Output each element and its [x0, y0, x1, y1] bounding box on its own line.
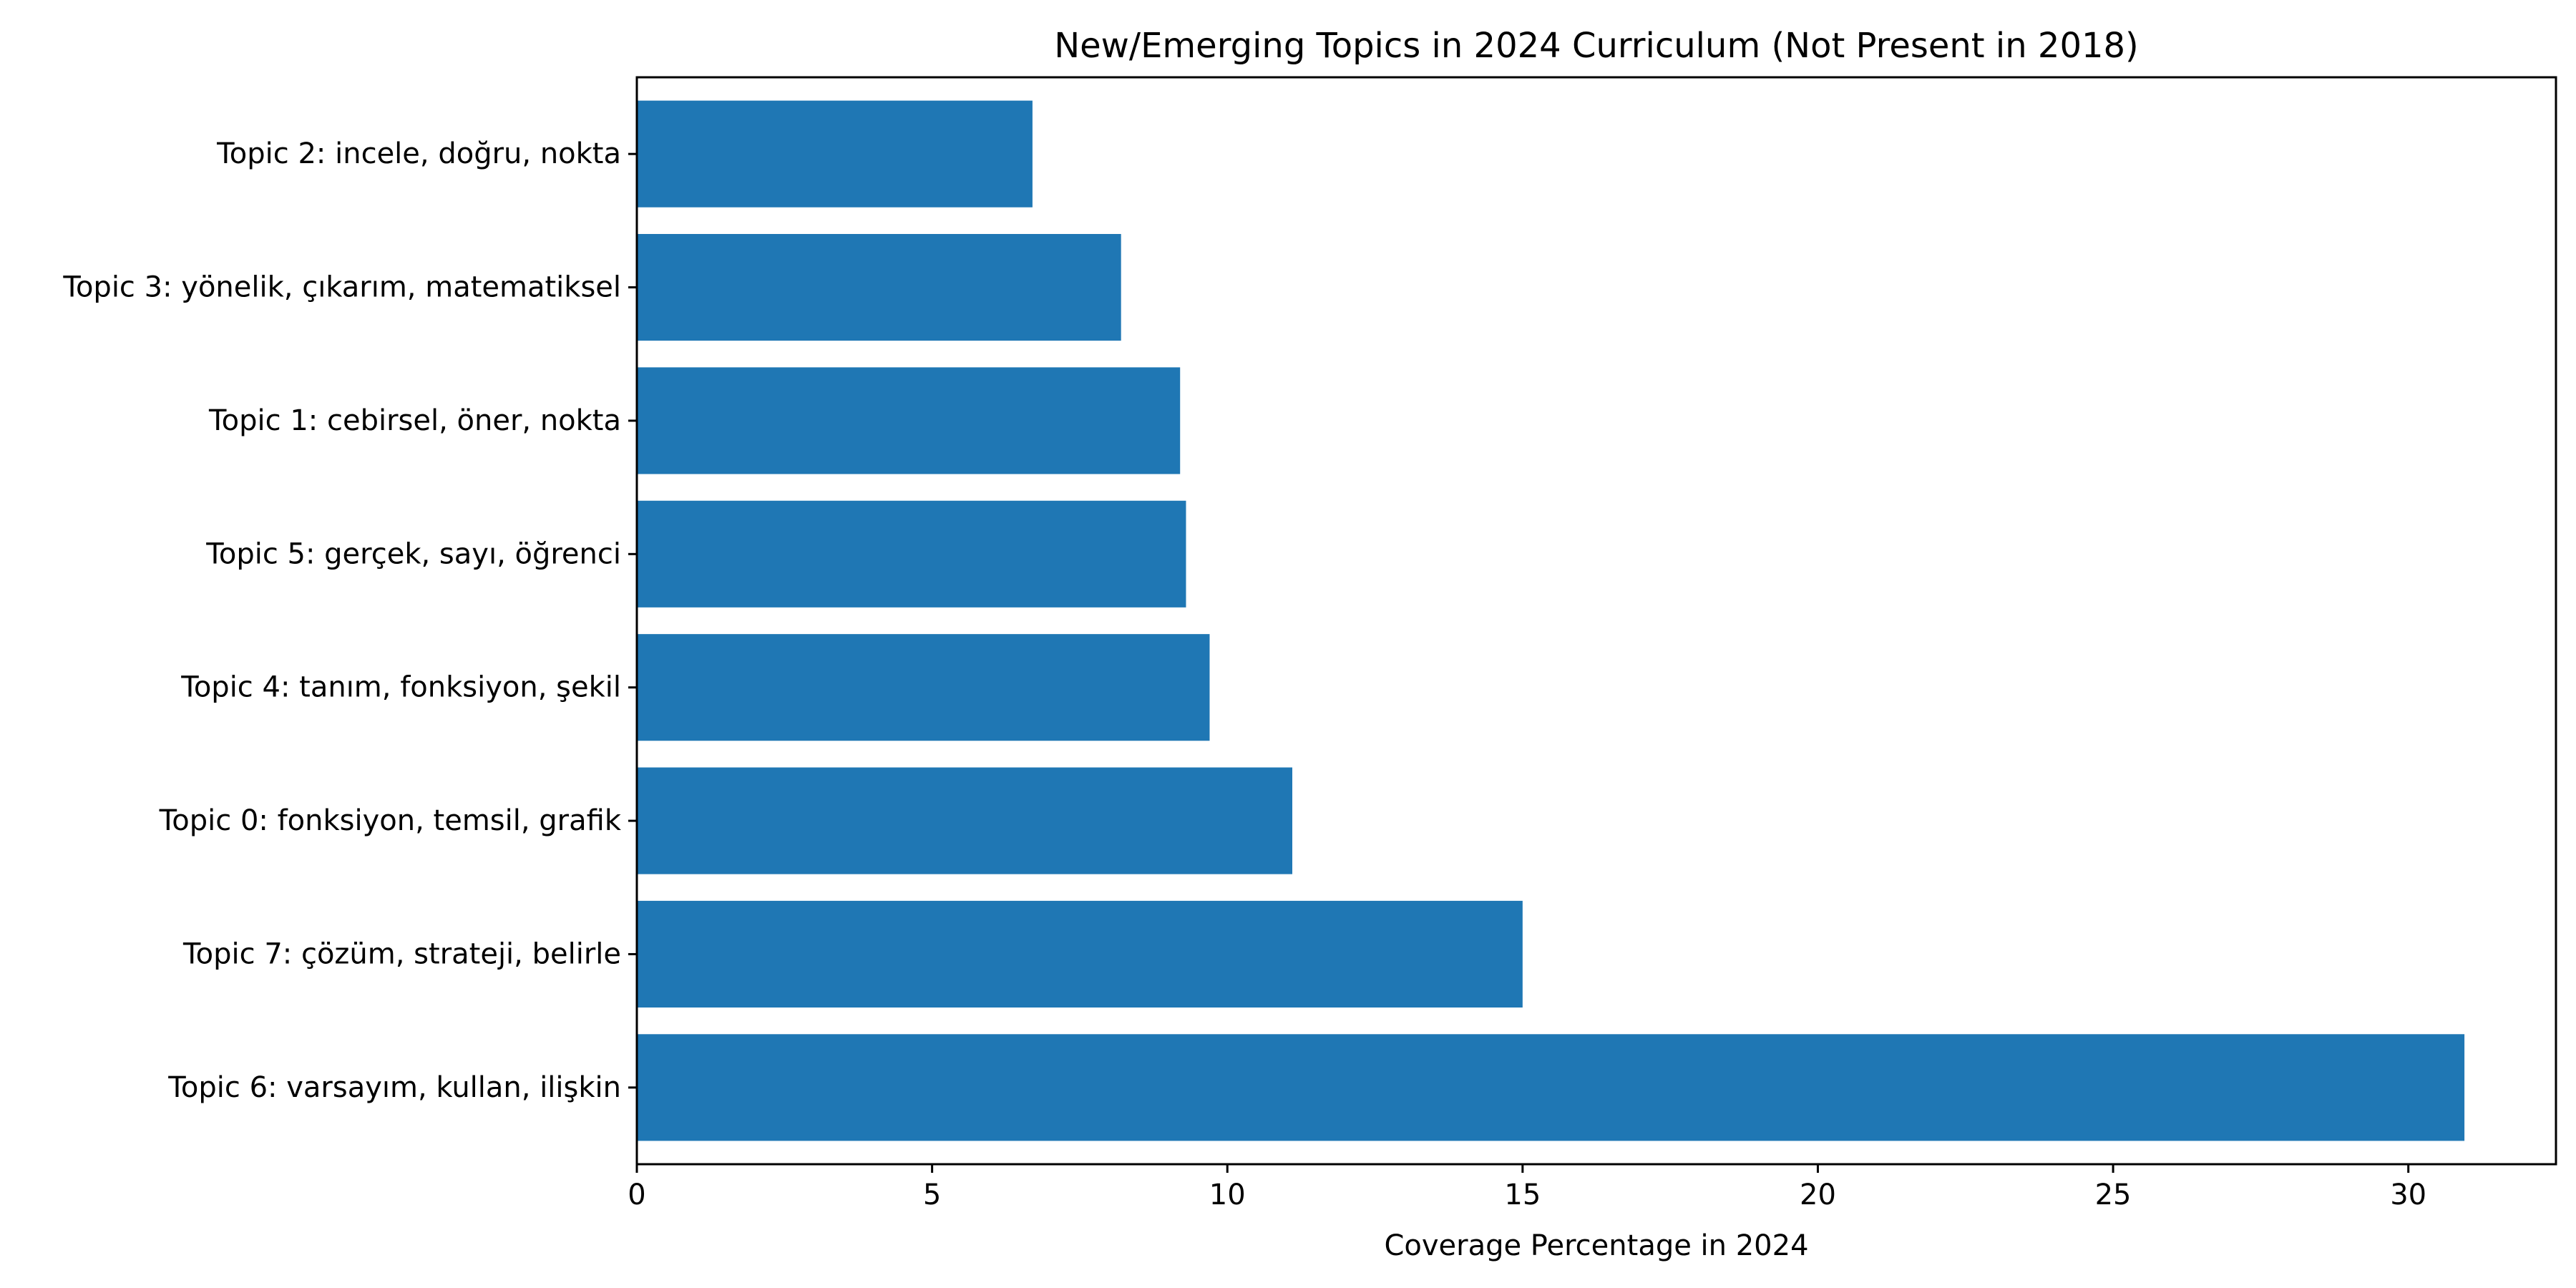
plot-frame — [635, 76, 2557, 1166]
bar — [637, 100, 1033, 208]
bar — [637, 233, 1121, 341]
chart-title: New/Emerging Topics in 2024 Curriculum (… — [1054, 26, 2139, 66]
y-tick-label: Topic 6: varsayım, kullan, ilişkin — [167, 1071, 621, 1104]
x-tick-label: 5 — [923, 1179, 941, 1211]
y-tick-label: Topic 1: cebirsel, öner, nokta — [208, 404, 621, 437]
y-tick-label: Topic 5: gerçek, sayı, öğrenci — [205, 537, 621, 570]
y-tick-label: Topic 3: yönelik, çıkarım, matematiksel — [62, 271, 621, 304]
y-tick-label: Topic 4: tanım, fonksiyon, şekil — [180, 671, 621, 704]
bar — [637, 634, 1210, 741]
x-tick-label: 15 — [1504, 1179, 1541, 1211]
x-tick-label: 30 — [2390, 1179, 2426, 1211]
x-axis-ticks: 0 5 10 15 20 25 30 — [628, 1164, 2426, 1211]
x-tick-label: 25 — [2095, 1179, 2132, 1211]
x-tick-label: 0 — [628, 1179, 645, 1211]
bars-group — [637, 100, 2465, 1141]
x-tick-label: 10 — [1209, 1179, 1246, 1211]
y-tick-label: Topic 0: fonksiyon, temsil, grafik — [159, 804, 622, 837]
bar — [637, 900, 1523, 1008]
y-tick-label: Topic 2: incele, doğru, nokta — [216, 137, 621, 170]
x-tick-label: 20 — [1800, 1179, 1836, 1211]
y-tick-label: Topic 7: çözüm, strateji, belirle — [182, 937, 621, 970]
bar — [637, 500, 1186, 608]
bar — [637, 367, 1181, 474]
y-axis-ticks: Topic 2: incele, doğru, nokta Topic 3: yö… — [62, 137, 637, 1104]
bar — [637, 1034, 2465, 1141]
x-axis-label: Coverage Percentage in 2024 — [1384, 1229, 1808, 1262]
bar — [637, 767, 1293, 874]
